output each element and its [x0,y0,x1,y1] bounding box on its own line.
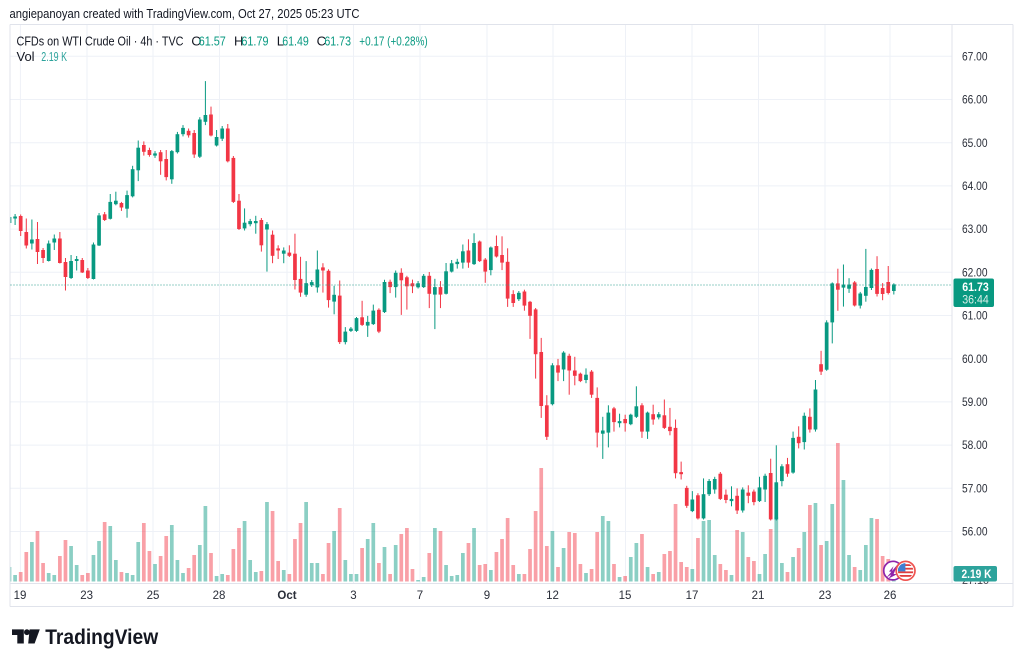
svg-text:15: 15 [619,590,632,602]
svg-text:Oct: Oct [277,590,296,602]
svg-text:61.73: 61.73 [962,280,989,294]
svg-text:66.00: 66.00 [962,95,988,107]
svg-text:3: 3 [350,590,356,602]
svg-text:17: 17 [686,590,699,602]
svg-text:19: 19 [14,590,27,602]
svg-text:63.00: 63.00 [962,224,988,236]
svg-text:9: 9 [484,590,490,602]
svg-text:7: 7 [417,590,423,602]
svg-text:56.00: 56.00 [962,527,988,539]
svg-text:O: O [191,34,201,49]
svg-text:61.73: 61.73 [324,34,351,49]
svg-text:21: 21 [752,590,765,602]
svg-text:57.00: 57.00 [962,483,988,495]
svg-text:61.00: 61.00 [962,311,988,323]
svg-text:61.57: 61.57 [199,34,226,49]
svg-text:62.00: 62.00 [962,267,988,279]
svg-text:36:44: 36:44 [962,293,989,307]
svg-text:CFDs on WTI Crude Oil · 4h · T: CFDs on WTI Crude Oil · 4h · TVC [17,34,184,49]
svg-text:26: 26 [884,590,897,602]
svg-text:64.00: 64.00 [962,181,988,193]
svg-text:angiepanoyan created with Trad: angiepanoyan created with TradingView.co… [10,7,360,21]
svg-text:67.00: 67.00 [962,51,988,63]
svg-text:+0.17 (+0.28%): +0.17 (+0.28%) [359,34,427,49]
svg-text:TradingView: TradingView [45,626,159,649]
svg-text:L: L [277,34,284,49]
svg-text:25: 25 [147,590,160,602]
svg-text:59.00: 59.00 [962,397,988,409]
svg-text:Vol: Vol [17,49,35,64]
svg-text:2.19 K: 2.19 K [41,49,67,64]
svg-text:H: H [234,34,243,49]
svg-text:23: 23 [819,590,832,602]
svg-text:28: 28 [213,590,226,602]
svg-text:12: 12 [546,590,559,602]
svg-text:C: C [317,34,326,49]
svg-text:65.00: 65.00 [962,138,988,150]
svg-text:61.79: 61.79 [241,34,268,49]
svg-text:23: 23 [80,590,93,602]
svg-text:60.00: 60.00 [962,354,988,366]
svg-text:58.00: 58.00 [962,440,988,452]
svg-text:61.49: 61.49 [282,34,309,49]
svg-text:2.19 K: 2.19 K [962,567,992,581]
